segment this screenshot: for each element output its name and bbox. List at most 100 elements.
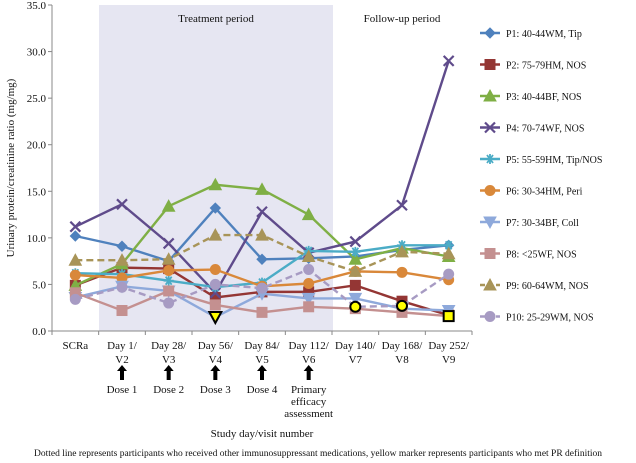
data-point — [255, 228, 269, 241]
data-point — [161, 252, 176, 265]
data-point — [256, 205, 268, 218]
data-point — [303, 277, 315, 289]
data-point — [348, 264, 363, 277]
data-point — [443, 240, 454, 251]
arrow-up-icon — [210, 365, 221, 380]
data-point — [208, 228, 223, 241]
series-8 — [69, 285, 455, 323]
data-point — [116, 198, 128, 211]
data-point — [349, 235, 362, 248]
data-point — [350, 246, 361, 257]
data-point — [115, 253, 129, 266]
x-tick-label: Day 168/ — [382, 340, 424, 352]
treatment-period-label: Treatment period — [178, 13, 254, 25]
x-tick-label: Day 84/ — [244, 340, 280, 352]
legend-marker — [484, 59, 496, 70]
dose-label: Dose 4 — [247, 384, 278, 396]
data-point — [442, 310, 455, 323]
x-tick-label: V5 — [255, 354, 269, 366]
x-tick-label: V9 — [442, 354, 456, 366]
data-point — [163, 285, 175, 297]
x-tick-label: V4 — [209, 354, 223, 366]
data-point — [348, 292, 363, 306]
data-point — [116, 281, 128, 293]
legend-label: P1: 40-44WM, Tip — [506, 29, 582, 40]
x-tick-label: V2 — [115, 354, 128, 366]
data-point — [443, 268, 455, 280]
data-point — [349, 279, 361, 291]
series-10 — [69, 264, 455, 313]
x-tick-label: V6 — [302, 354, 316, 366]
y-tick-label: 10.0 — [27, 233, 47, 245]
legend-marker — [485, 154, 495, 164]
data-point — [349, 300, 362, 313]
series-line — [75, 268, 450, 308]
legend-label: P7: 30-34BF, Coll — [506, 218, 579, 229]
legend-marker — [483, 216, 497, 230]
followup-period-label: Follow-up period — [364, 13, 441, 25]
legend-label: P3: 40-44BF, NOS — [506, 92, 582, 103]
data-point — [69, 230, 82, 242]
dose-label: efficacy — [291, 396, 327, 408]
data-point — [442, 55, 455, 67]
data-point — [69, 269, 81, 281]
data-point — [69, 220, 82, 233]
x-tick-label: Day 252/ — [428, 340, 470, 352]
legend-marker — [484, 27, 496, 39]
data-point — [209, 202, 222, 214]
axes: 0.0 5.0 10.0 15.0 20.0 25.0 30.0 35.0 SCRa Day 1/… — [27, 0, 473, 420]
dose-label: assessment — [284, 408, 333, 420]
data-point — [163, 297, 175, 309]
data-point — [301, 249, 316, 262]
footnote: Dotted line represents participants who … — [34, 448, 602, 459]
y-tick-label: 20.0 — [27, 140, 47, 152]
data-point — [209, 264, 221, 276]
x-tick-label: Day 112/ — [289, 340, 330, 352]
arrow-up-icon — [303, 365, 314, 380]
data-point — [208, 177, 223, 191]
data-point — [209, 299, 221, 311]
legend-marker — [483, 277, 497, 291]
data-point — [396, 199, 408, 212]
data-point — [209, 278, 221, 290]
legend-marker — [484, 121, 496, 134]
data-point — [303, 264, 315, 276]
y-tick-label: 5.0 — [32, 279, 46, 291]
data-point — [396, 266, 408, 278]
y-tick-label: 0.0 — [32, 326, 46, 338]
legend-label: P6: 30-34HM, Peri — [506, 187, 583, 198]
legend-label: P8: <25WF, NOS — [506, 250, 577, 261]
series-9 — [68, 228, 456, 277]
data-point — [163, 264, 175, 276]
data-point — [396, 299, 408, 312]
x-tick-label: Day 140/ — [335, 340, 377, 352]
data-point — [256, 282, 268, 294]
legend-marker — [483, 88, 497, 102]
x-axis-title: Study day/visit number — [211, 428, 314, 440]
x-tick-label: Day 28/ — [151, 340, 187, 352]
y-tick-label: 35.0 — [27, 0, 47, 12]
data-point — [116, 305, 128, 317]
data-point — [348, 252, 363, 265]
data-point — [256, 253, 268, 265]
y-tick-label: 25.0 — [27, 93, 47, 105]
arrow-up-icon — [117, 365, 127, 380]
legend-label: P2: 75-79HM, NOS — [506, 61, 586, 72]
y-tick-label: 15.0 — [27, 186, 47, 198]
legend-marker — [484, 185, 496, 196]
data-point — [116, 240, 128, 252]
dose-label: Dose 1 — [107, 384, 138, 396]
y-axis-title: Urinary protein/creatinine ratio (mg/mg) — [5, 78, 17, 257]
data-point — [301, 207, 316, 221]
x-tick-label: V7 — [349, 354, 363, 366]
data-point — [161, 199, 176, 212]
dose-label: Primary — [291, 384, 327, 396]
series-lines — [68, 55, 456, 326]
legend-label: P10: 25-29WM, NOS — [506, 313, 594, 324]
x-tick-label: V8 — [395, 354, 409, 366]
legend-marker — [484, 311, 496, 322]
data-point — [301, 292, 316, 306]
data-point — [163, 275, 174, 286]
dose-label: Dose 3 — [200, 384, 231, 396]
